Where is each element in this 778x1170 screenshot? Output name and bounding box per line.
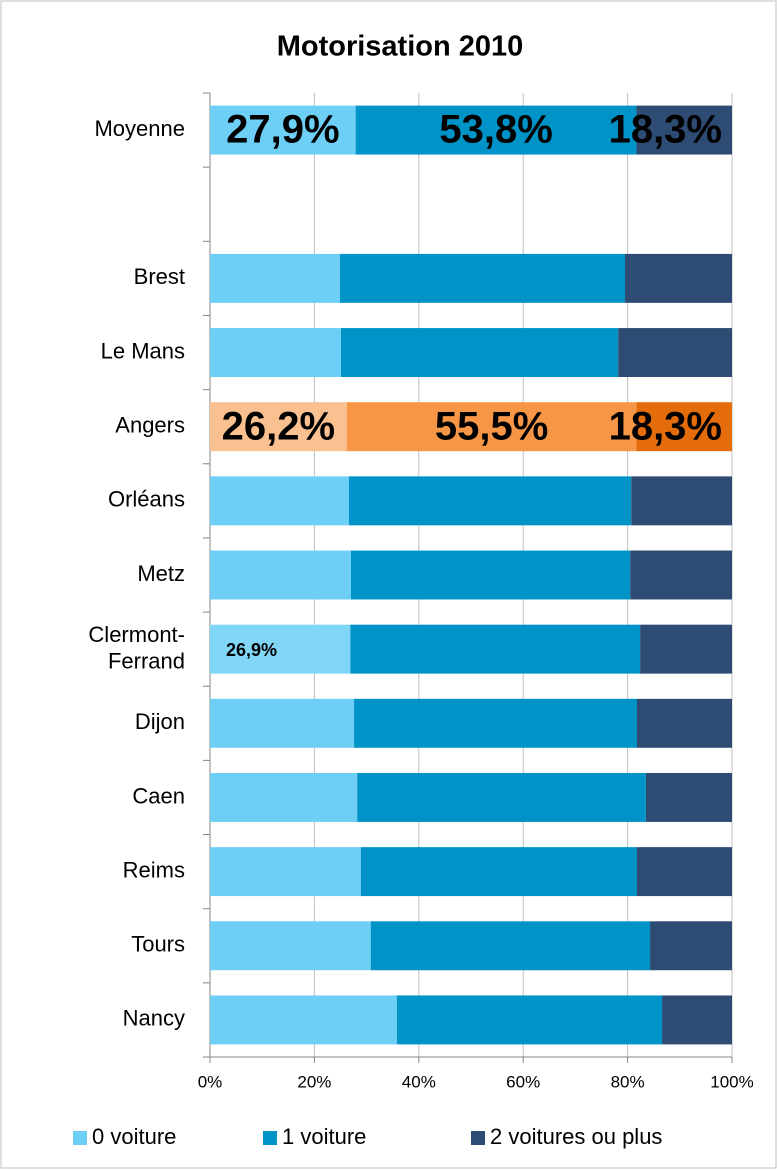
bar-segment	[210, 105, 356, 155]
y-tick-label: Le Mans	[101, 338, 185, 363]
y-tick-label: Moyenne	[94, 116, 185, 141]
y-tick-label: Nancy	[123, 1006, 185, 1031]
bar-segment	[210, 402, 347, 452]
legend-swatch	[263, 1131, 277, 1145]
bar-segment	[636, 847, 732, 897]
bar-segment	[631, 476, 732, 526]
bar-segment	[645, 772, 732, 822]
legend-label: 1 voiture	[282, 1124, 366, 1149]
bar-segment	[210, 921, 371, 971]
y-tick-label: Orléans	[108, 487, 185, 512]
bar-segment	[341, 328, 619, 378]
data-label: 26,2%	[222, 404, 335, 448]
bar-segment	[354, 698, 637, 748]
x-tick-label: 100%	[710, 1072, 753, 1091]
y-tick-label: Brest	[134, 264, 185, 289]
y-tick-label: Tours	[131, 932, 185, 957]
bar-segment	[396, 995, 663, 1045]
bar-segment	[640, 624, 732, 674]
bar-segment	[210, 550, 351, 600]
bar-segment	[355, 105, 637, 155]
x-tick-label: 0%	[198, 1072, 223, 1091]
bar-segment	[350, 624, 641, 674]
y-tick-label: Metz	[137, 561, 185, 586]
bar-segment	[348, 476, 632, 526]
bar-segment	[210, 847, 361, 897]
bar-segment	[210, 328, 342, 378]
bar-segment	[630, 550, 732, 600]
bar-segment	[210, 476, 349, 526]
x-tick-label: 60%	[506, 1072, 540, 1091]
bar-segment	[210, 698, 355, 748]
chart-title: Motorisation 2010	[277, 31, 524, 63]
bar-segment	[636, 698, 732, 748]
legend-label: 0 voiture	[92, 1124, 176, 1149]
bar-segment	[636, 402, 732, 452]
legend-swatch	[471, 1131, 485, 1145]
bar-segment	[210, 772, 358, 822]
bar-segment	[346, 402, 637, 452]
bar-segment	[210, 995, 397, 1045]
bar-segment	[650, 921, 732, 971]
bar-segment	[210, 253, 340, 303]
bar-segment	[636, 105, 732, 155]
legend-swatch	[73, 1131, 87, 1145]
bar-segment	[360, 847, 637, 897]
x-tick-label: 40%	[402, 1072, 436, 1091]
bar-segment	[370, 921, 651, 971]
bar-segment	[210, 624, 351, 674]
legend-label: 2 voitures ou plus	[490, 1124, 662, 1149]
bar-segment	[357, 772, 646, 822]
data-label: 18,3%	[609, 404, 722, 448]
bar-segment	[662, 995, 732, 1045]
bar-segment	[618, 328, 732, 378]
y-tick-label: Angers	[115, 413, 185, 438]
data-label: 26,9%	[226, 640, 277, 660]
data-label: 55,5%	[435, 404, 548, 448]
data-label: 27,9%	[226, 108, 339, 152]
bar-segment	[624, 253, 732, 303]
x-tick-label: 20%	[297, 1072, 331, 1091]
x-tick-label: 80%	[611, 1072, 645, 1091]
bar-segment	[339, 253, 625, 303]
y-tick-label: Clermont-Ferrand	[88, 622, 185, 673]
y-tick-label: Reims	[123, 857, 185, 882]
y-tick-label: Dijon	[135, 709, 185, 734]
y-tick-label: Caen	[132, 783, 185, 808]
data-label: 53,8%	[439, 108, 552, 152]
data-label: 18,3%	[609, 108, 722, 152]
bar-segment	[350, 550, 631, 600]
